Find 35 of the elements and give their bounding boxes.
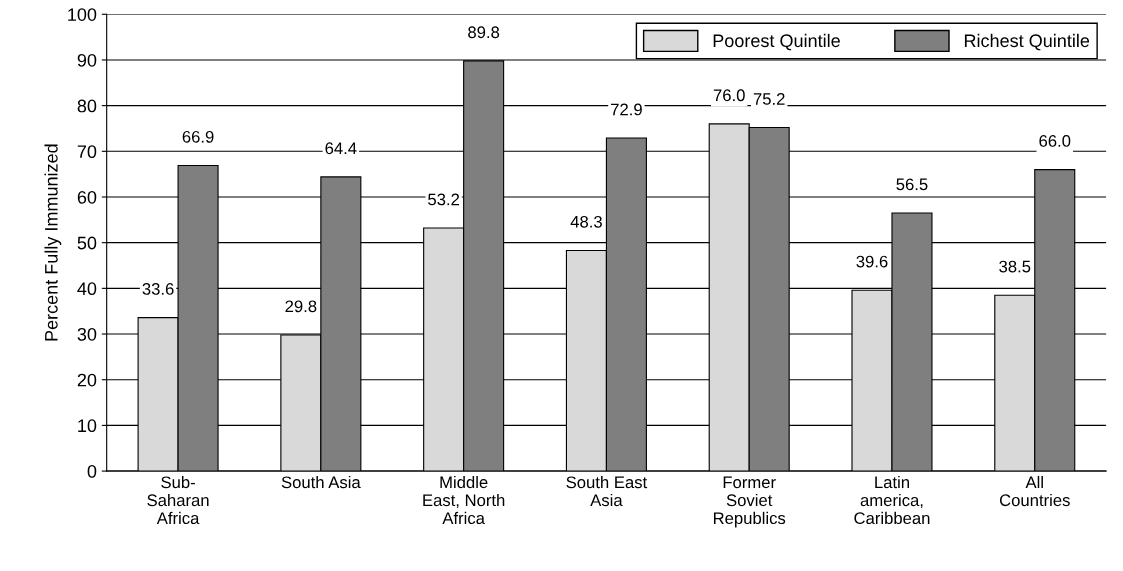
data-label: 48.3 (570, 215, 602, 228)
data-label: 66.0 (1039, 135, 1071, 147)
y-tick-label: 40 (77, 282, 97, 296)
y-tick-label: 70 (77, 145, 97, 159)
data-label: 29.8 (285, 300, 317, 313)
legend-label: Poorest Quintile (713, 33, 840, 51)
x-tick-label: All Countries (999, 475, 1070, 507)
data-label: 56.5 (896, 178, 928, 191)
y-tick-label: 60 (77, 190, 97, 204)
y-tick-label: 30 (77, 327, 97, 341)
x-tick-label: South East Asia (566, 475, 648, 507)
legend-label: Richest Quintile (964, 33, 1090, 51)
data-label: 39.6 (856, 255, 888, 268)
data-label: 76.0 (713, 89, 745, 102)
data-label: 33.6 (142, 283, 174, 295)
data-label: 72.9 (611, 103, 642, 116)
data-label: 64.4 (325, 142, 357, 155)
y-tick-label: 50 (77, 236, 97, 250)
y-tick-label: 100 (68, 8, 97, 21)
x-tick-label: Middle East, North Africa (423, 475, 505, 525)
y-tick-label: 90 (77, 53, 97, 67)
y-tick-label: 0 (87, 465, 97, 478)
x-tick-label: South Asia (281, 475, 361, 489)
data-label: 38.5 (999, 260, 1031, 273)
y-tick-label: 20 (77, 373, 97, 387)
x-tick-label: Latin america, Caribbean (854, 475, 930, 525)
data-label: 66.9 (182, 130, 214, 143)
x-tick-label: Sub- Saharan Africa (147, 475, 209, 525)
data-label: 75.2 (753, 93, 785, 105)
data-label: 53.2 (428, 193, 460, 206)
data-label: 89.8 (468, 26, 500, 39)
y-axis-title: Percent Fully Immunized (44, 144, 62, 341)
y-tick-label: 80 (77, 99, 97, 113)
x-tick-label: Former Soviet Republics (713, 476, 786, 528)
y-tick-label: 10 (78, 419, 97, 433)
